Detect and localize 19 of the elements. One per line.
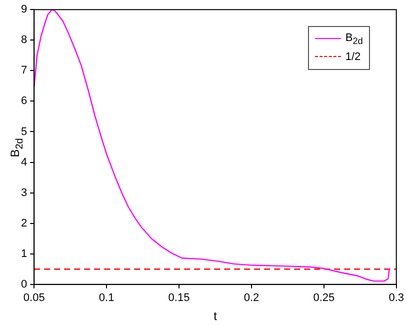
x-tick-label: 0.15 xyxy=(168,292,190,304)
y-tick-label: 9 xyxy=(20,4,28,16)
x-tick-label: 0.1 xyxy=(98,292,114,304)
legend-label: 1/2 xyxy=(345,50,361,63)
y-tick-label: 5 xyxy=(20,126,28,138)
x-axis-title: t xyxy=(214,309,218,324)
y-tick-label: 7 xyxy=(20,64,28,77)
y-tick-label: 0 xyxy=(20,278,28,290)
x-tick-label: 0.25 xyxy=(313,292,335,304)
x-tick-label: 0.05 xyxy=(23,292,45,304)
y-tick-label: 3 xyxy=(20,186,28,199)
y-tick-label: 2 xyxy=(20,217,28,230)
y-tick-label: 1 xyxy=(20,248,28,260)
y-tick-label: 8 xyxy=(20,34,28,46)
x-tick-label: 0.3 xyxy=(388,292,404,304)
x-tick-label: 0.2 xyxy=(244,292,260,304)
y-tick-label: 6 xyxy=(20,95,28,108)
y-tick-label: 4 xyxy=(20,156,28,168)
legend-label: B$_{2d}$ xyxy=(345,32,363,46)
